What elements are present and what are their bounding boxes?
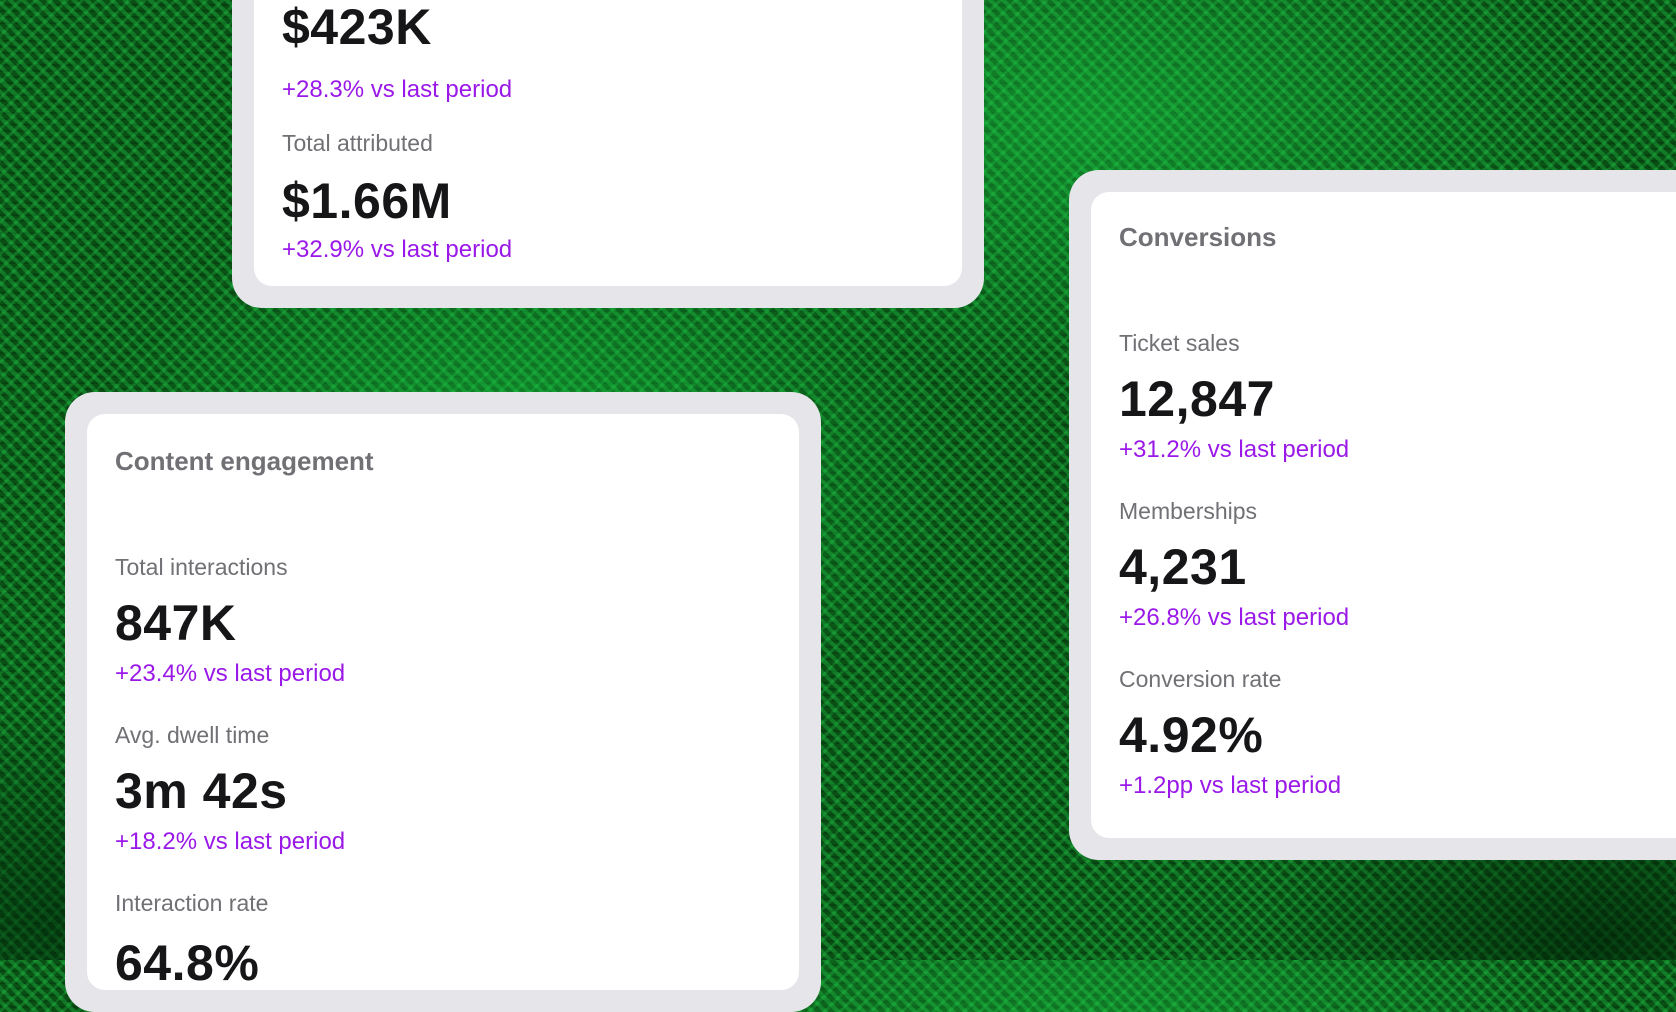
revenue-card: $423K +28.3% vs last period Total attrib…: [232, 0, 984, 308]
content-engagement-card-body: Content engagement Total interactions 84…: [87, 414, 799, 991]
conversions-card: Conversions Ticket sales 12,847 +31.2% v…: [1069, 170, 1676, 860]
conversion-rate-value: 4.92%: [1119, 707, 1264, 763]
memberships-change: +26.8% vs last period: [1119, 604, 1350, 631]
conversion-rate-label: Conversion rate: [1119, 666, 1282, 692]
ticket-sales-label: Ticket sales: [1119, 330, 1240, 356]
interaction-rate-value: 64.8%: [115, 935, 260, 991]
conversions-card-body: Conversions Ticket sales 12,847 +31.2% v…: [1091, 192, 1676, 838]
total-attributed-change: +32.9% vs last period: [282, 236, 513, 263]
ticket-sales-change: +31.2% vs last period: [1119, 436, 1350, 463]
avg-dwell-time-label: Avg. dwell time: [115, 722, 270, 748]
card-title: Conversions: [1119, 222, 1277, 252]
avg-dwell-time-value: 3m 42s: [115, 763, 288, 819]
revenue-metric-value: $423K: [282, 0, 432, 55]
conversion-rate-change: +1.2pp vs last period: [1119, 772, 1342, 799]
avg-dwell-time-change: +18.2% vs last period: [115, 828, 346, 855]
card-title: Content engagement: [115, 446, 374, 476]
ticket-sales-value: 12,847: [1119, 371, 1275, 427]
total-interactions-change: +23.4% vs last period: [115, 660, 346, 687]
revenue-card-body: $423K +28.3% vs last period Total attrib…: [254, 0, 962, 286]
total-interactions-value: 847K: [115, 595, 237, 651]
memberships-label: Memberships: [1119, 498, 1258, 524]
total-interactions-label: Total interactions: [115, 554, 288, 580]
content-engagement-card: Content engagement Total interactions 84…: [65, 392, 821, 1012]
interaction-rate-label: Interaction rate: [115, 890, 269, 916]
total-attributed-value: $1.66M: [282, 173, 452, 229]
total-attributed-label: Total attributed: [282, 130, 433, 156]
memberships-value: 4,231: [1119, 539, 1247, 595]
revenue-metric-change: +28.3% vs last period: [282, 76, 513, 103]
